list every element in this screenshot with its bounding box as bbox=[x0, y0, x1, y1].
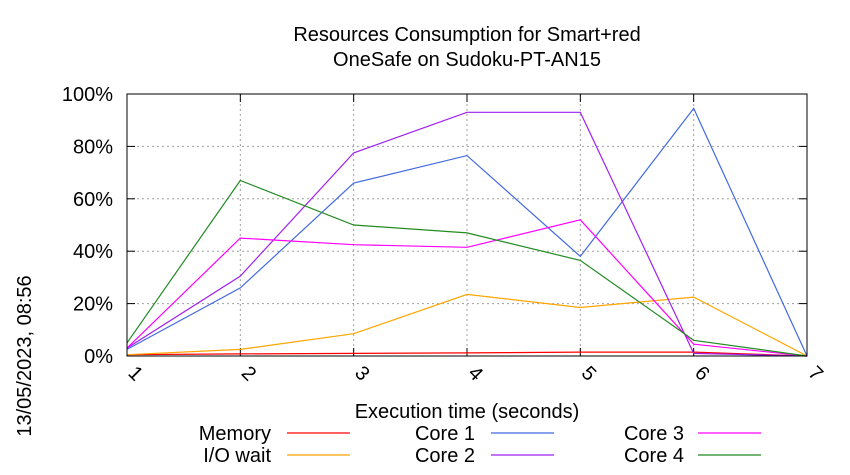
y-tick-label: 40% bbox=[73, 241, 113, 263]
series-line-core-3 bbox=[126, 219, 808, 357]
series-line-core-4 bbox=[126, 179, 808, 357]
x-tick-label: 1 bbox=[124, 362, 147, 385]
x-tick-label: 5 bbox=[577, 362, 600, 385]
y-tick-label: 60% bbox=[73, 189, 113, 211]
x-tick-label: 4 bbox=[464, 362, 487, 385]
x-axis-ticks: 1 2 3 4 5 6 7 bbox=[124, 94, 827, 385]
x-tick-label: 3 bbox=[350, 362, 373, 385]
series-lines bbox=[126, 107, 808, 357]
y-tick-label: 20% bbox=[73, 294, 113, 316]
y-tick-label: 100% bbox=[62, 84, 113, 106]
legend-label-core-4: Core 4 bbox=[624, 445, 684, 467]
legend-label-core-1: Core 1 bbox=[415, 423, 475, 445]
legend-label-memory: Memory bbox=[199, 423, 271, 445]
x-tick-label: 2 bbox=[237, 362, 260, 385]
legend-label-core-3: Core 3 bbox=[624, 423, 684, 445]
x-tick-label: 7 bbox=[804, 362, 827, 385]
legend-label-core-2: Core 2 bbox=[415, 445, 475, 467]
series-line-core-2 bbox=[126, 111, 808, 357]
x-axis-label: Execution time (seconds) bbox=[355, 401, 580, 423]
y-axis-ticks: 0% 20% 40% 60% 80% 100% bbox=[62, 84, 807, 368]
y-tick-label: 0% bbox=[84, 346, 113, 368]
x-tick-label: 6 bbox=[690, 362, 713, 385]
chart-title-line-1: Resources Consumption for Smart+red bbox=[293, 24, 640, 46]
series-line-i-o-wait bbox=[126, 293, 808, 357]
plot-frame bbox=[126, 93, 808, 357]
legend-label-i-o-wait: I/O wait bbox=[203, 445, 271, 467]
timestamp-label: 13/05/2023, 08:56 bbox=[14, 275, 36, 436]
y-tick-label: 80% bbox=[73, 136, 113, 158]
series-line-core-1 bbox=[126, 107, 808, 357]
chart-title-line-2: OneSafe on Sudoku-PT-AN15 bbox=[333, 49, 601, 71]
